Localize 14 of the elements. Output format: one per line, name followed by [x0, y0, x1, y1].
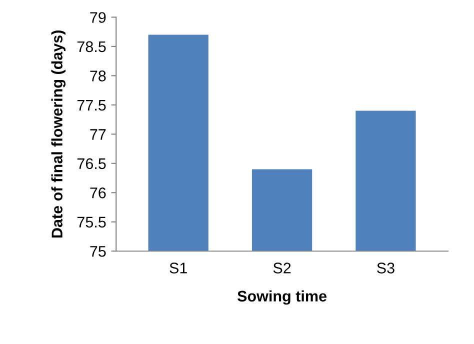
y-tick-label: 77.5 — [77, 100, 106, 111]
y-tick-label: 76.5 — [77, 158, 106, 170]
y-tick-label: 78.5 — [77, 41, 106, 52]
y-tick-label: 75.5 — [77, 216, 106, 228]
y-axis-title: Date of final flowering (days) — [51, 30, 66, 238]
y-tick-label: 79 — [90, 12, 106, 23]
y-tick-label: 75 — [90, 246, 106, 257]
y-tick-label: 77 — [90, 129, 106, 140]
x-axis-title: Sowing time — [237, 290, 326, 305]
x-tick-label: S1 — [170, 262, 187, 274]
x-tick-label: S2 — [273, 262, 291, 274]
y-tick-label: 76 — [90, 188, 106, 198]
y-tick-label: 78 — [90, 70, 106, 82]
x-tick-label: S3 — [377, 262, 394, 274]
